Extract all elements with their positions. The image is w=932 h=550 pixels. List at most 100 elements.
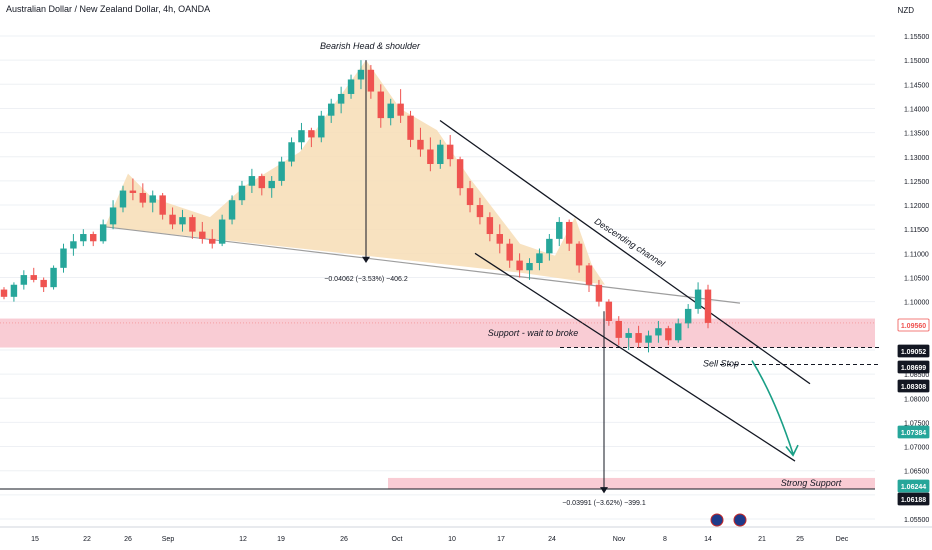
price-label-box	[897, 318, 930, 332]
candle-body	[546, 238, 553, 254]
y-tick-label: 1.11000	[904, 251, 929, 258]
x-tick-label: Dec	[836, 536, 849, 543]
candle-body	[50, 267, 57, 288]
candle-body	[446, 144, 454, 160]
price-label: 1.07384	[901, 430, 926, 437]
candle-body	[169, 214, 176, 225]
channel-lower-line	[474, 252, 796, 462]
candle-body	[308, 130, 315, 138]
candle-body	[417, 139, 424, 150]
y-tick-label: 1.05500	[904, 517, 929, 524]
x-tick-label: Oct	[392, 536, 403, 543]
axis-currency: NZD	[897, 6, 914, 15]
event-flag-icon	[733, 513, 747, 527]
y-tick-label: 1.15500	[904, 34, 929, 41]
candle-body	[90, 234, 97, 242]
candle-body	[704, 289, 712, 323]
candle-body	[694, 289, 702, 309]
candle-body	[288, 142, 295, 162]
price-label-box	[897, 379, 930, 393]
x-tick-label: 12	[239, 536, 247, 543]
strong-support-label: Strong Support	[781, 478, 842, 488]
candle-body	[209, 238, 216, 244]
x-tick-label: Sep	[162, 536, 175, 543]
y-tick-label: 1.14500	[904, 82, 929, 89]
candle-body	[218, 219, 226, 244]
x-tick-label: 10	[448, 536, 456, 543]
candle-body	[199, 231, 206, 239]
candle-body	[248, 176, 256, 186]
price-label: 1.09560	[901, 323, 926, 330]
channel-label: Descending channel	[593, 216, 668, 269]
channel-upper-line	[439, 119, 811, 385]
candle-body	[268, 180, 275, 189]
support-label: Support - wait to broke	[488, 328, 579, 338]
candle-body	[565, 221, 573, 244]
candle-body	[625, 333, 632, 338]
y-tick-label: 1.08500	[904, 372, 929, 379]
y-tick-label: 1.11500	[904, 227, 929, 234]
y-tick-label: 1.13000	[904, 155, 929, 162]
candle-body	[605, 301, 613, 321]
candle-body	[159, 195, 166, 215]
candle-body	[427, 149, 434, 164]
candle-body	[278, 161, 285, 181]
y-tick-label: 1.14000	[904, 106, 929, 113]
price-label: 1.08699	[901, 365, 926, 372]
candle-body	[397, 103, 404, 116]
head-shoulder-label: Bearish Head & shoulder	[320, 41, 421, 51]
candle-body	[179, 217, 186, 225]
candle-body	[228, 200, 236, 220]
x-tick-label: 22	[83, 536, 91, 543]
candle-body	[347, 79, 355, 94]
x-tick-label: 17	[497, 536, 505, 543]
price-label-box	[897, 492, 930, 506]
candle-body	[675, 323, 682, 341]
candle-body	[476, 205, 484, 218]
candle-body	[456, 159, 464, 189]
candle-body	[665, 328, 672, 341]
sell-stop-label: Sell Stop	[703, 358, 739, 368]
price-label-box	[897, 479, 930, 493]
measure-arrow-1-head	[362, 256, 370, 264]
event-flag-icon	[710, 513, 724, 527]
candle-body	[70, 241, 77, 249]
candle-body	[119, 190, 127, 208]
candle-body	[139, 192, 147, 203]
measure-1-label: −0.04062 (−3.53%) −406.2	[324, 276, 408, 283]
head-shoulder-area	[105, 60, 605, 285]
price-label: 1.06188	[901, 497, 926, 504]
candle-body	[585, 265, 593, 285]
y-tick-label: 1.08000	[904, 396, 929, 403]
candle-body	[526, 263, 533, 271]
candle-body	[367, 69, 375, 92]
candle-body	[327, 103, 335, 116]
candle-body	[516, 260, 523, 271]
x-tick-label: 24	[548, 536, 556, 543]
candle-body	[318, 115, 325, 138]
support-zone	[0, 318, 875, 348]
candle-body	[109, 207, 117, 225]
candle-body	[99, 224, 107, 242]
measure-arrow-2-head	[600, 487, 608, 494]
candle-body	[149, 195, 156, 203]
candle-body	[387, 103, 394, 119]
price-label: 1.06244	[901, 484, 926, 491]
y-tick-label: 1.06500	[904, 469, 929, 476]
candle-body	[337, 93, 345, 104]
candle-body	[129, 190, 137, 193]
candle-body	[595, 284, 603, 302]
candle-body	[684, 308, 692, 324]
x-tick-label: 8	[663, 536, 667, 543]
y-tick-label: 1.07500	[904, 420, 929, 427]
y-tick-label: 1.10000	[904, 300, 929, 307]
strong-support-zone	[388, 477, 875, 490]
x-tick-label: Nov	[613, 536, 626, 543]
target-arrow-head	[785, 444, 799, 457]
candle-body	[357, 69, 365, 80]
chart-title: Australian Dollar / New Zealand Dollar, …	[6, 4, 211, 14]
candle-body	[655, 328, 662, 336]
x-tick-label: 26	[340, 536, 348, 543]
price-label-box	[897, 344, 930, 358]
y-tick-label: 1.15000	[904, 58, 929, 65]
